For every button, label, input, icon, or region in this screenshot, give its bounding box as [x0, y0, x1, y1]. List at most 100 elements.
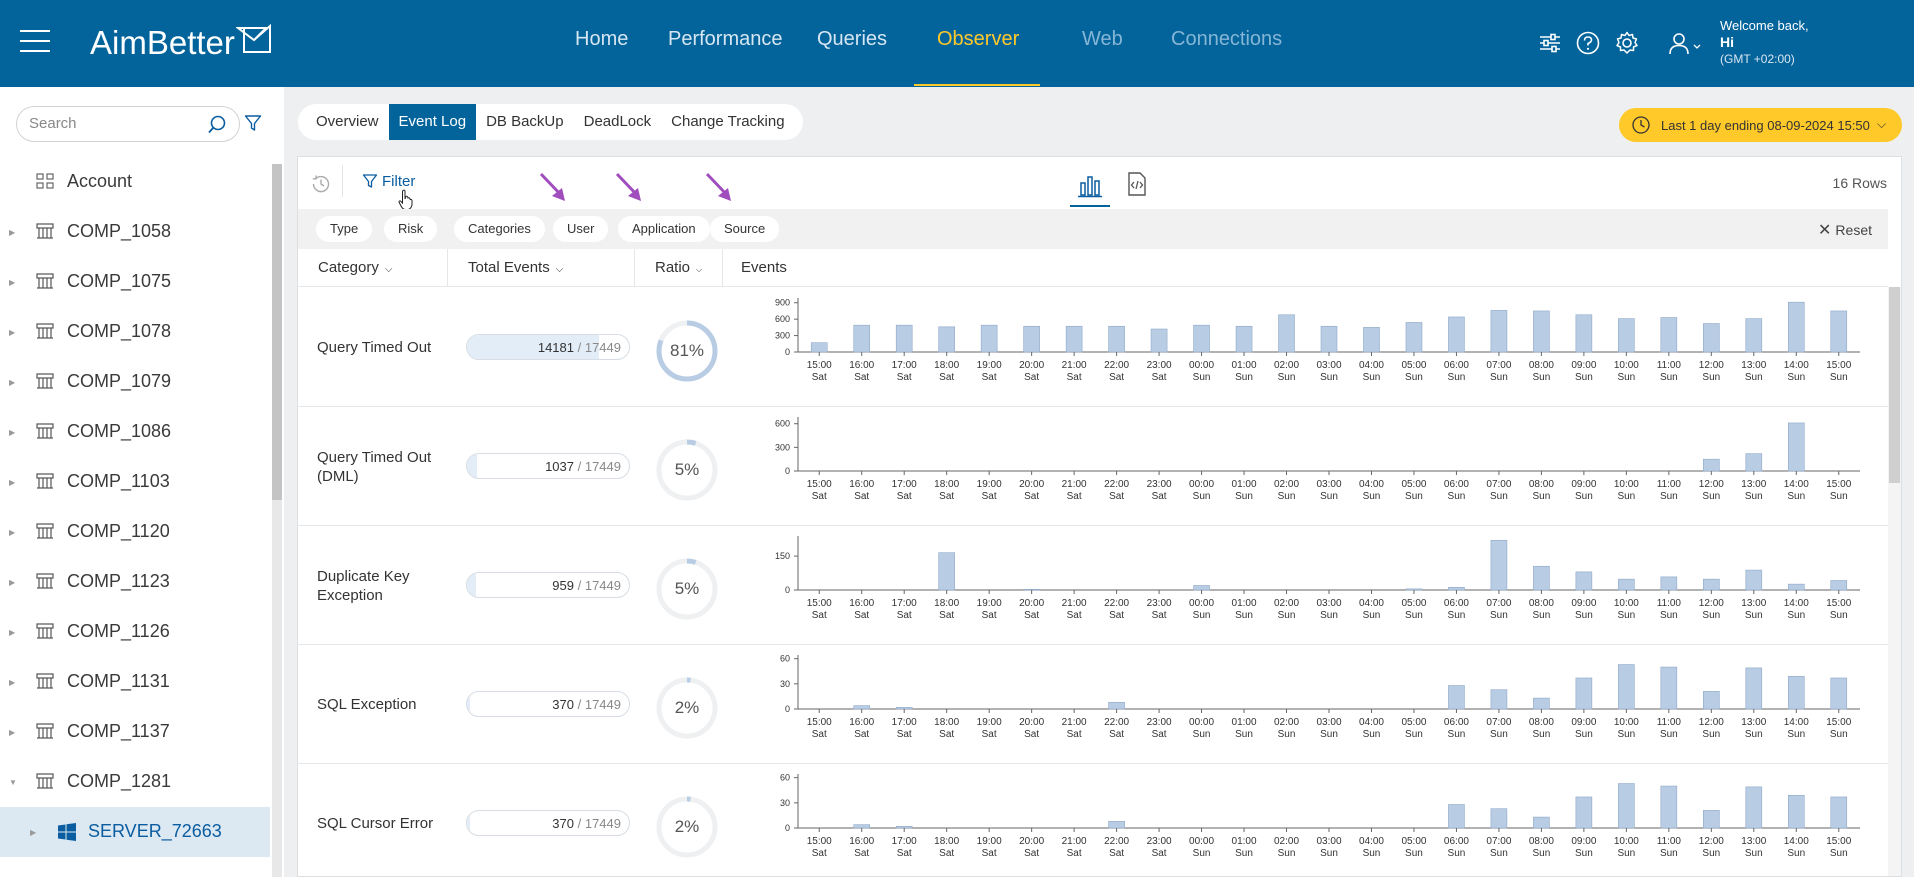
- chip-source[interactable]: Source: [710, 216, 780, 242]
- tab-overview[interactable]: Overview: [316, 113, 379, 130]
- menu-icon[interactable]: [20, 30, 50, 54]
- table-row[interactable]: Query Timed Out 14181 / 17449 81% 0 300 600 90…: [298, 288, 1888, 407]
- x-tick-label-day: Sat: [1152, 372, 1167, 383]
- sidebar-item-server-group[interactable]: ▶ COMP_1103: [0, 457, 270, 507]
- col-ratio[interactable]: Ratio ⌵: [635, 249, 723, 287]
- x-tick-label-day: Sun: [1745, 610, 1763, 621]
- sidebar-item-server-group[interactable]: ▶ COMP_1086: [0, 407, 270, 457]
- chip-type[interactable]: Type: [316, 216, 373, 242]
- tab-deadlock[interactable]: DeadLock: [583, 113, 652, 130]
- chip-application[interactable]: Application: [618, 216, 710, 242]
- x-tick-label-time: 06:00: [1444, 598, 1469, 609]
- sidebar-item-server-group[interactable]: ▼ COMP_1281: [0, 757, 270, 807]
- time-range-selector[interactable]: Last 1 day ending 08-09-2024 15:50 ⌵: [1619, 108, 1902, 142]
- col-category[interactable]: Category ⌵: [298, 249, 448, 287]
- table-scroll-thumb[interactable]: [1889, 287, 1900, 483]
- table-header: Category ⌵ Total Events ⌵ Ratio ⌵ Events: [298, 249, 1888, 287]
- code-file-icon[interactable]: [1124, 171, 1150, 197]
- table-row[interactable]: SQL Exception 370 / 17449 2% 0 30 60 15:00 Sat 1…: [298, 645, 1888, 764]
- welcome-block[interactable]: Welcome back, Hi (GMT +02:00): [1720, 18, 1809, 67]
- col-events[interactable]: Events: [741, 259, 787, 276]
- caret-down-icon[interactable]: ▼: [9, 778, 17, 787]
- chart-bar: [1787, 301, 1805, 353]
- chart-bar: [895, 826, 913, 829]
- sidebar-item-server-group[interactable]: ▶ COMP_1058: [0, 207, 270, 257]
- user-icon[interactable]: [1666, 30, 1706, 56]
- caret-right-icon[interactable]: ▶: [9, 528, 16, 537]
- x-tick-label-time: 12:00: [1699, 717, 1724, 728]
- tab-event-log[interactable]: Event Log: [388, 104, 477, 140]
- chart-bar: [1490, 539, 1508, 591]
- x-tick-label-time: 02:00: [1274, 479, 1299, 490]
- annotation-arrow-icon: [615, 172, 641, 201]
- sidebar-item-selected-server[interactable]: ▶ SERVER_72663: [0, 807, 270, 857]
- x-tick-label-day: Sun: [1745, 729, 1763, 740]
- caret-right-icon[interactable]: ▶: [9, 428, 16, 437]
- sidebar-item-server-group[interactable]: ▶ COMP_1137: [0, 707, 270, 757]
- chart-bar: [1448, 586, 1465, 591]
- sliders-icon[interactable]: [1537, 30, 1563, 56]
- sidebar-item-account[interactable]: Account: [0, 157, 270, 207]
- caret-right-icon[interactable]: ▶: [9, 228, 16, 237]
- chart-bar: [853, 324, 871, 353]
- caret-right-icon[interactable]: ▶: [9, 628, 16, 637]
- x-tick-label-time: 18:00: [934, 717, 959, 728]
- sidebar-item-server-group[interactable]: ▶ COMP_1075: [0, 257, 270, 307]
- chart-bar: [1618, 318, 1635, 353]
- sidebar-item-server-group[interactable]: ▶ COMP_1078: [0, 307, 270, 357]
- reset-button[interactable]: ✕ Reset: [1818, 220, 1872, 240]
- y-tick-label: 0: [785, 466, 790, 476]
- table-scrollbar[interactable]: [1888, 287, 1901, 876]
- sidebar-item-server-group[interactable]: ▶ COMP_1079: [0, 357, 270, 407]
- x-tick-label-time: 21:00: [1062, 360, 1087, 371]
- filter-icon[interactable]: [244, 114, 262, 132]
- sidebar-item-server-group[interactable]: ▶ COMP_1131: [0, 657, 270, 707]
- chip-categories[interactable]: Categories: [454, 216, 545, 242]
- caret-right-icon[interactable]: ▶: [9, 328, 16, 337]
- sidebar-item-server-group[interactable]: ▶ COMP_1126: [0, 607, 270, 657]
- tab-change-tracking[interactable]: Change Tracking: [671, 113, 785, 130]
- chip-user[interactable]: User: [553, 216, 609, 242]
- history-icon[interactable]: [310, 173, 332, 195]
- chart-bar: [1405, 588, 1423, 591]
- x-tick-label-time: 05:00: [1401, 717, 1426, 728]
- col-total-events[interactable]: Total Events ⌵: [448, 249, 635, 287]
- help-icon[interactable]: [1575, 30, 1601, 56]
- nav-connections[interactable]: Connections: [1171, 28, 1283, 50]
- total-events-bar: 1037 / 17449: [466, 453, 630, 479]
- x-tick-label-time: 15:00: [1826, 479, 1851, 490]
- caret-right-icon[interactable]: ▶: [9, 578, 16, 587]
- settings-icon[interactable]: [1614, 30, 1640, 56]
- caret-right-icon[interactable]: ▶: [9, 478, 16, 487]
- caret-right-icon[interactable]: ▶: [9, 728, 16, 737]
- nav-home[interactable]: Home: [575, 28, 629, 50]
- filter-button[interactable]: Filter: [362, 173, 415, 190]
- table-row[interactable]: Query Timed Out (DML) 1037 / 17449 5% 0 300 6…: [298, 407, 1888, 526]
- sidebar-scrollbar[interactable]: [272, 164, 282, 877]
- row-category: SQL Exception: [317, 696, 417, 713]
- nav-observer[interactable]: Observer: [937, 28, 1020, 50]
- caret-right-icon[interactable]: ▶: [9, 678, 16, 687]
- tab-db-backup[interactable]: DB BackUp: [486, 113, 564, 130]
- nav-performance[interactable]: Performance: [668, 28, 783, 50]
- search-icon[interactable]: [207, 115, 227, 135]
- chip-risk[interactable]: Risk: [384, 216, 438, 242]
- table-row[interactable]: Duplicate Key Exception 959 / 17449 5% 0 150…: [298, 526, 1888, 645]
- ratio-label: 81%: [669, 341, 705, 360]
- caret-right-icon[interactable]: ▶: [9, 278, 16, 287]
- caret-right-icon[interactable]: ▶: [9, 378, 16, 387]
- event-count: 1037: [545, 459, 574, 474]
- search-input[interactable]: [29, 115, 199, 132]
- nav-queries[interactable]: Queries: [817, 28, 888, 50]
- x-tick-label-day: Sat: [939, 372, 954, 383]
- sidebar-item-server-group[interactable]: ▶ COMP_1120: [0, 507, 270, 557]
- sidebar-item-server-group[interactable]: ▶ COMP_1123: [0, 557, 270, 607]
- chart-view-button[interactable]: [1070, 169, 1110, 207]
- chart-bar: [1660, 576, 1678, 591]
- caret-right-icon[interactable]: ▶: [30, 828, 37, 837]
- table-row[interactable]: SQL Cursor Error 370 / 17449 2% 0 30 60 15:00 S…: [298, 764, 1888, 877]
- logo[interactable]: AimBetter: [90, 24, 235, 61]
- nav-web[interactable]: Web: [1082, 28, 1123, 50]
- sidebar-scroll-thumb[interactable]: [272, 164, 282, 500]
- chart-bar: [1745, 318, 1763, 353]
